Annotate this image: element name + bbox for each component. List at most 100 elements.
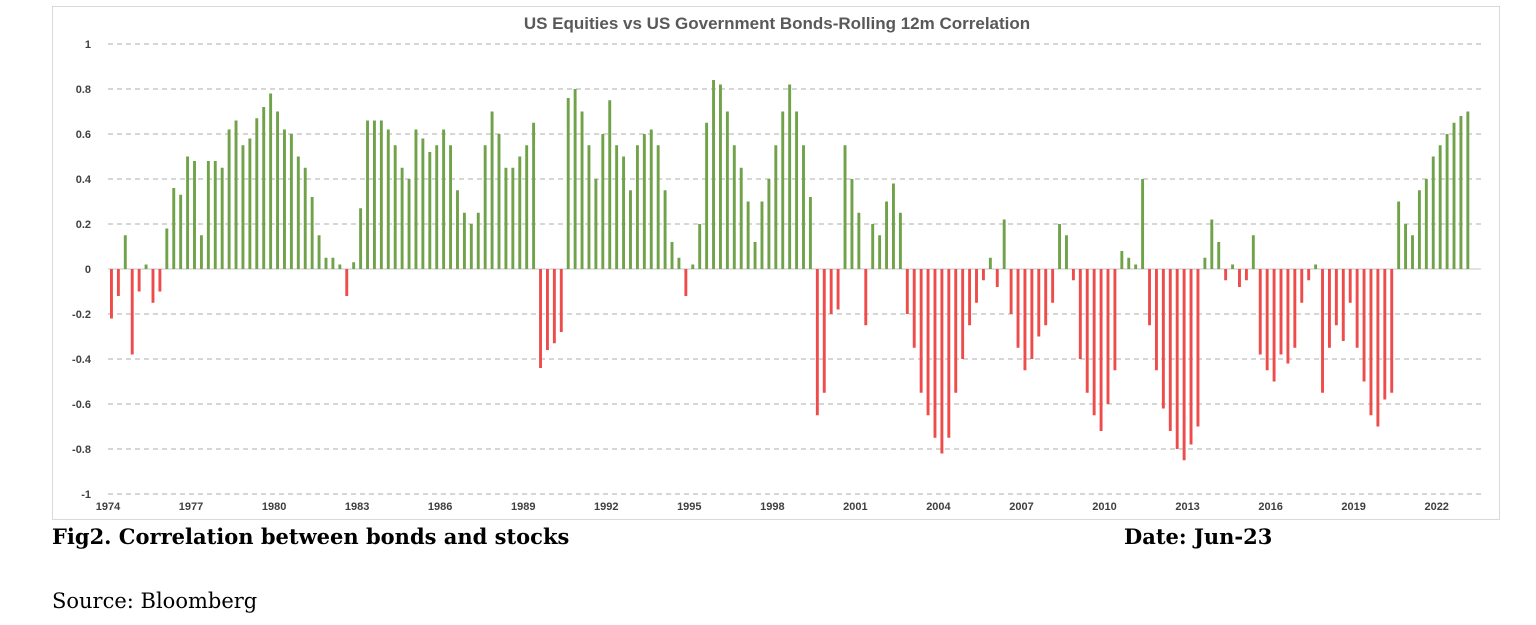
bar-negative bbox=[1224, 269, 1228, 281]
bar-positive bbox=[213, 161, 217, 269]
bar-positive bbox=[324, 257, 328, 269]
bar-positive bbox=[504, 167, 508, 269]
bar-positive bbox=[566, 98, 570, 269]
bar-negative bbox=[947, 269, 951, 438]
bar-positive bbox=[1127, 257, 1131, 269]
bar-positive bbox=[283, 129, 286, 269]
bar-positive bbox=[857, 212, 861, 269]
gridlines bbox=[108, 43, 1481, 495]
bar-negative bbox=[1037, 269, 1041, 337]
bar-positive bbox=[456, 190, 459, 269]
x-tick-label: 2010 bbox=[1092, 501, 1116, 513]
bar-negative bbox=[1355, 269, 1359, 348]
bar-positive bbox=[296, 156, 300, 269]
y-tick-label: -0.2 bbox=[72, 309, 91, 321]
bar-positive bbox=[1417, 190, 1421, 269]
bar-positive bbox=[449, 145, 453, 269]
bar-positive bbox=[525, 145, 529, 269]
bar-positive bbox=[892, 183, 895, 269]
bar-positive bbox=[497, 134, 501, 269]
bar-positive bbox=[843, 145, 847, 269]
bar-positive bbox=[698, 224, 702, 269]
bar-positive bbox=[898, 212, 902, 269]
bar-negative bbox=[539, 269, 542, 368]
bar-positive bbox=[400, 167, 404, 269]
bar-negative bbox=[110, 269, 113, 319]
bar-positive bbox=[1314, 264, 1318, 269]
bar-positive bbox=[649, 129, 653, 269]
bar-positive bbox=[670, 242, 674, 269]
bar-positive bbox=[642, 134, 646, 269]
bar-positive bbox=[359, 208, 363, 269]
bar-positive bbox=[1217, 242, 1221, 269]
bar-negative bbox=[1390, 269, 1394, 393]
figure-caption: Fig2. Correlation between bonds and stoc… bbox=[52, 524, 570, 549]
chart-frame: 1 0.8 0.6 0.4 0.2 0 -0.2 -0.4 -0.6 -0.8 -1 1974 1977… bbox=[52, 6, 1500, 520]
bar-positive bbox=[712, 80, 715, 269]
bar-negative bbox=[961, 269, 965, 359]
bar-positive bbox=[262, 107, 266, 269]
bar-positive bbox=[386, 129, 390, 269]
bar-positive bbox=[781, 111, 785, 269]
bar-positive bbox=[338, 264, 342, 269]
x-tick-label: 2007 bbox=[1009, 501, 1033, 513]
x-tick-label: 1983 bbox=[345, 501, 369, 513]
bar-positive bbox=[1210, 219, 1214, 269]
bar-negative bbox=[1196, 269, 1200, 427]
bar-positive bbox=[310, 197, 314, 269]
bar-positive bbox=[1002, 219, 1006, 269]
y-tick-label: 0.6 bbox=[76, 129, 91, 141]
bar-negative bbox=[130, 269, 134, 355]
bar-positive bbox=[483, 145, 487, 269]
bar-positive bbox=[186, 156, 190, 269]
bar-positive bbox=[317, 235, 321, 269]
x-tick-label: 2019 bbox=[1341, 501, 1365, 513]
bar-negative bbox=[1258, 269, 1262, 355]
bar-positive bbox=[372, 120, 376, 269]
bar-negative bbox=[1148, 269, 1151, 326]
x-tick-label: 1992 bbox=[594, 501, 618, 513]
bar-positive bbox=[469, 224, 473, 269]
bar-negative bbox=[1175, 269, 1179, 449]
bar-negative bbox=[116, 269, 120, 296]
bar-positive bbox=[179, 194, 183, 269]
y-tick-label: 0 bbox=[85, 264, 91, 276]
bar-negative bbox=[1044, 269, 1048, 326]
bar-negative bbox=[1106, 269, 1110, 404]
chart-title: US Equities vs US Government Bonds-Rolli… bbox=[524, 14, 1030, 33]
y-tick-label: 1 bbox=[85, 39, 91, 51]
bar-positive bbox=[518, 156, 522, 269]
x-tick-label: 1989 bbox=[511, 501, 535, 513]
bar-negative bbox=[926, 269, 930, 416]
x-tick-label: 2004 bbox=[926, 501, 951, 513]
x-tick-label: 2016 bbox=[1258, 501, 1282, 513]
bar-positive bbox=[144, 264, 148, 269]
bar-positive bbox=[732, 145, 736, 269]
bar-negative bbox=[1051, 269, 1055, 303]
bar-positive bbox=[172, 188, 176, 269]
y-tick-label: -0.6 bbox=[72, 399, 91, 411]
bar-negative bbox=[975, 269, 978, 303]
bar-positive bbox=[206, 161, 210, 269]
bar-positive bbox=[808, 197, 812, 269]
bar-positive bbox=[1459, 116, 1463, 269]
y-tick-label: -0.4 bbox=[72, 354, 92, 366]
bar-negative bbox=[545, 269, 549, 350]
bar-positive bbox=[1411, 235, 1414, 269]
bar-positive bbox=[511, 167, 515, 269]
bar-positive bbox=[601, 134, 605, 269]
bar-positive bbox=[656, 145, 660, 269]
bar-positive bbox=[241, 145, 245, 269]
x-tick-label: 2013 bbox=[1175, 501, 1199, 513]
y-tick-label: -0.8 bbox=[72, 444, 91, 456]
bar-negative bbox=[912, 269, 916, 348]
bar-negative bbox=[1327, 269, 1331, 348]
x-tick-label: 1980 bbox=[262, 501, 286, 513]
bar-positive bbox=[352, 262, 356, 269]
x-tick-label: 1977 bbox=[179, 501, 203, 513]
y-tick-label: 0.4 bbox=[76, 174, 92, 186]
bar-negative bbox=[1300, 269, 1304, 303]
bar-negative bbox=[995, 269, 999, 287]
bar-positive bbox=[629, 190, 632, 269]
bar-positive bbox=[580, 111, 584, 269]
